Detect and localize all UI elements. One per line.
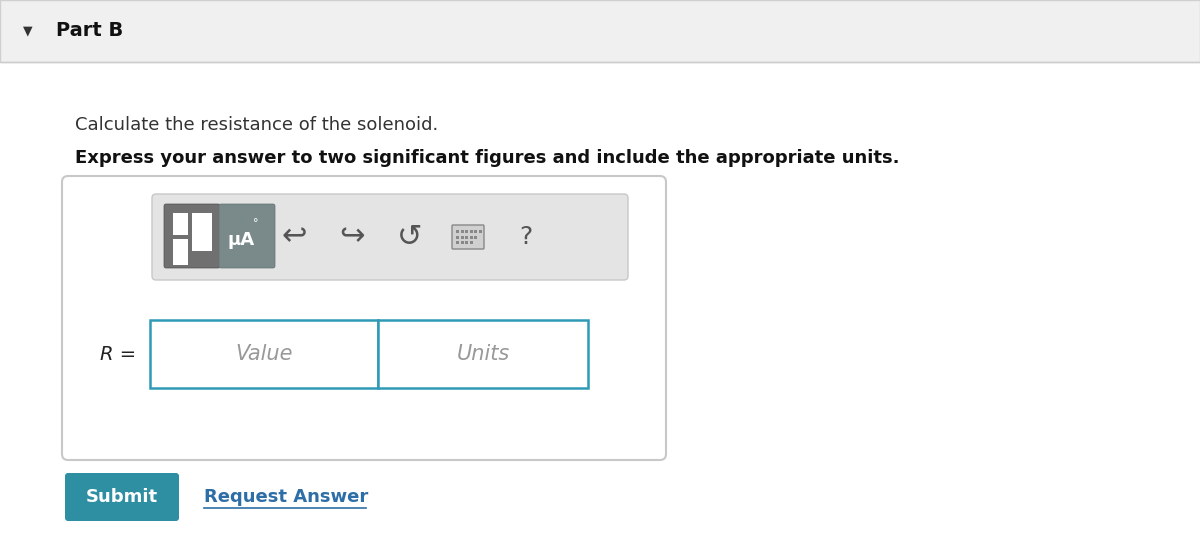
Bar bbox=[173, 239, 188, 265]
Text: Part B: Part B bbox=[56, 22, 124, 40]
Bar bbox=[461, 236, 463, 238]
Text: Calculate the resistance of the solenoid.: Calculate the resistance of the solenoid… bbox=[74, 116, 438, 134]
Bar bbox=[461, 241, 463, 244]
Bar bbox=[456, 236, 458, 238]
FancyBboxPatch shape bbox=[164, 204, 220, 268]
Text: Express your answer to two significant figures and include the appropriate units: Express your answer to two significant f… bbox=[74, 149, 900, 167]
Bar bbox=[466, 236, 468, 238]
Text: ↺: ↺ bbox=[397, 223, 422, 252]
FancyBboxPatch shape bbox=[150, 320, 378, 388]
Bar bbox=[479, 230, 481, 233]
FancyBboxPatch shape bbox=[378, 320, 588, 388]
Bar bbox=[469, 241, 473, 244]
Bar bbox=[474, 230, 478, 233]
Bar bbox=[456, 241, 458, 244]
Text: ↪: ↪ bbox=[340, 223, 365, 252]
Text: ▼: ▼ bbox=[23, 24, 32, 38]
Text: Value: Value bbox=[235, 344, 293, 364]
Text: R =: R = bbox=[100, 344, 136, 363]
Text: ↩: ↩ bbox=[281, 223, 307, 252]
Bar bbox=[469, 230, 473, 233]
Text: μA: μA bbox=[228, 231, 254, 249]
Bar bbox=[466, 241, 468, 244]
Text: ?: ? bbox=[520, 225, 533, 249]
FancyBboxPatch shape bbox=[62, 176, 666, 460]
Text: Request Answer: Request Answer bbox=[204, 488, 368, 506]
FancyBboxPatch shape bbox=[0, 0, 1200, 62]
Text: °: ° bbox=[253, 218, 259, 228]
Bar bbox=[469, 236, 473, 238]
Bar bbox=[192, 213, 212, 251]
Bar bbox=[466, 230, 468, 233]
FancyBboxPatch shape bbox=[152, 194, 628, 280]
FancyBboxPatch shape bbox=[65, 473, 179, 521]
Text: Units: Units bbox=[456, 344, 510, 364]
FancyBboxPatch shape bbox=[452, 225, 484, 249]
Bar bbox=[461, 230, 463, 233]
FancyBboxPatch shape bbox=[220, 204, 275, 268]
Text: Submit: Submit bbox=[86, 488, 158, 506]
Bar bbox=[173, 213, 188, 235]
Bar bbox=[474, 236, 478, 238]
Bar bbox=[456, 230, 458, 233]
